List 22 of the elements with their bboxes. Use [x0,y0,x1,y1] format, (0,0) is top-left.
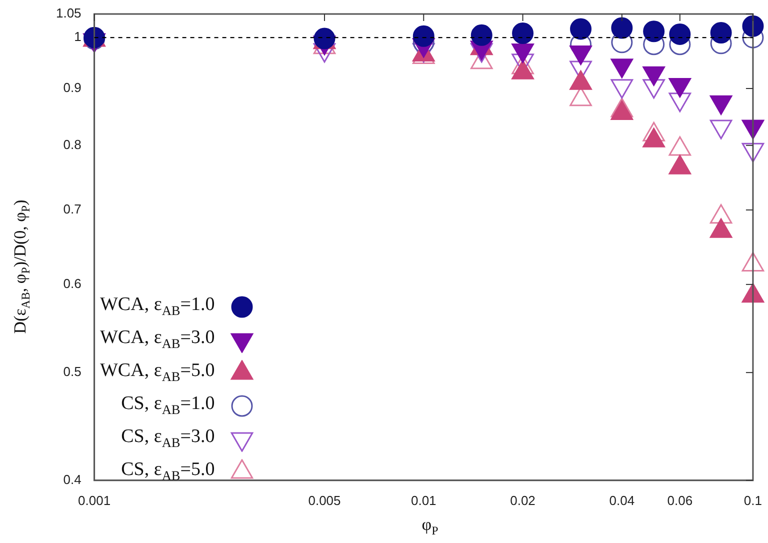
y-tick-label: 0.8 [63,136,82,152]
y-tick-label: 1 [74,29,82,44]
legend-label: CS, ε$_{AB}$=3.0 [121,426,215,451]
x-tick-label: 0.005 [308,492,341,508]
y-tick-label: 0.5 [63,364,82,380]
x-tick-label: 0.01 [410,492,436,508]
y-tick-label: 0.7 [63,202,82,217]
x-tick-label: 0.001 [78,492,111,508]
y-tick-label: 0.6 [63,276,82,292]
legend-label: WCA, ε$_{AB}$=5.0 [100,360,215,385]
legend-label: WCA, ε$_{AB}$=1.0 [100,294,215,319]
legend-label: WCA, ε$_{AB}$=3.0 [100,327,215,352]
x-axis-title: φ$_{P}$ [420,515,440,538]
legend-label: CS, ε$_{AB}$=5.0 [121,459,215,484]
x-tick-label: 0.06 [667,492,693,508]
y-tick-label: 0.4 [63,472,82,487]
x-tick-label: 0.1 [744,492,762,508]
y-tick-label: 0.9 [63,80,82,96]
y-tick-label: 1.05 [56,6,82,21]
x-tick-label: 0.02 [510,492,536,508]
x-tick-label: 0.04 [609,492,635,508]
legend-label: CS, ε$_{AB}$=1.0 [121,393,215,418]
